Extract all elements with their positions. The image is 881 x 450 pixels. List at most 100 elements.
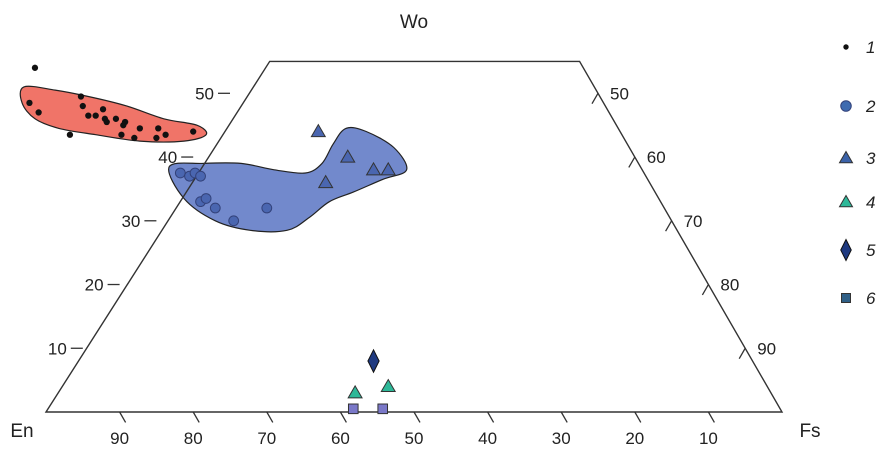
series-2-point [200,193,212,204]
right-tick-label: 80 [720,276,739,295]
right-tick: 90 [738,339,776,359]
apex-label-en: En [10,421,33,442]
bottom-tick-label: 50 [405,429,424,448]
legend: 1 2 3 4 5 6 [838,38,876,308]
series-4-point [380,378,397,393]
series-1-point [66,131,74,138]
right-tick-label: 90 [757,339,776,358]
bottom-tick-label: 10 [699,429,718,448]
bottom-tick: 90 [110,411,129,448]
left-tick-label: 30 [121,212,140,231]
series-1-point [77,93,85,100]
right-tick: 80 [701,276,739,296]
right-tick-label: 50 [610,84,629,103]
left-tick: 10 [48,339,83,358]
left-tick: 30 [121,212,157,231]
bottom-tick: 60 [331,411,350,448]
series-1-point [153,134,160,142]
series-1-point [92,112,99,119]
apex-label-fs: Fs [799,421,820,442]
left-tick-label: 40 [158,148,177,167]
apex-label-wo: Wo [400,12,428,33]
series-1-point [79,102,86,110]
series-1-point [136,125,143,132]
series-3-point [365,161,382,176]
series-3-point [317,174,334,189]
legend-item-5: 5 [840,238,876,262]
right-tick: 50 [591,84,629,105]
bottom-tick-mark [413,411,421,423]
bottom-tick: 10 [699,411,718,448]
series-2-point [174,167,186,179]
bottom-tick: 20 [625,411,644,448]
right-tick-mark [701,284,709,296]
bottom-tick-label: 30 [552,429,571,448]
right-tick-mark [665,220,673,232]
left-tick: 20 [85,276,120,295]
series-2-point [209,202,221,214]
bottom-tick-mark [119,411,127,423]
right-tick-mark [628,156,636,168]
series-1-point [131,134,138,142]
bottom-tick-label: 70 [257,429,276,448]
series-2-point [261,202,273,214]
bottom-tick-mark [707,411,715,423]
legend-label-1: 1 [866,38,875,57]
series-2-point [228,215,240,227]
series-3-point [310,123,327,138]
red-field [19,85,208,143]
right-tick-mark [591,92,599,105]
legend-item-3: 3 [838,149,876,168]
left-tick: 40 [158,148,194,167]
bottom-tick-label: 60 [331,429,350,448]
left-tick-label: 50 [195,84,214,103]
legend-marker-1 [843,44,849,50]
bottom-tick-mark [266,411,274,423]
legend-marker-6 [841,293,851,303]
series-1-point [162,131,169,138]
bottom-tick: 80 [184,411,203,448]
series-5-point [367,348,380,374]
legend-marker-4 [838,194,854,208]
bottom-tick-label: 80 [184,429,203,448]
data-points [26,64,397,415]
series-1-point [112,115,120,122]
bottom-tick: 40 [478,411,497,448]
right-tick-label: 60 [647,148,666,167]
series-3-point [380,161,397,176]
series-2-point [195,170,206,182]
series-1-point [190,128,197,135]
legend-item-2: 2 [840,97,876,116]
series-1-point [155,125,162,132]
legend-item-1: 1 [843,38,875,57]
legend-marker-3 [838,150,854,164]
left-tick-label: 20 [85,276,104,295]
right-tick-label: 70 [684,212,703,231]
bottom-tick-mark [487,411,495,423]
legend-label-6: 6 [866,289,876,308]
legend-label-4: 4 [866,193,875,212]
axis-ticks: 10 20 30 40 50 50 60 70 80 90 90 80 70 60 50 40 30 20 10 [48,84,776,448]
bottom-tick-label: 90 [110,429,129,448]
trapezoid-frame [44,60,784,413]
series-4-point [347,384,363,399]
right-tick: 70 [665,212,703,232]
bottom-tick: 70 [257,411,276,448]
bottom-tick: 50 [405,411,424,448]
legend-item-4: 4 [838,193,875,212]
legend-item-6: 6 [841,289,876,308]
right-tick-mark [738,347,746,359]
legend-marker-5 [840,238,852,262]
legend-label-2: 2 [865,97,876,116]
bottom-tick-label: 40 [478,429,497,448]
bottom-tick-mark [560,411,568,423]
series-1-point [26,99,33,107]
series-1-point [103,118,110,126]
series-1-point [121,118,129,126]
bottom-tick: 30 [552,411,571,448]
series-1-point [99,106,107,113]
series-1-point [35,109,42,116]
series-1-point [118,131,125,138]
legend-label-3: 3 [866,149,876,168]
